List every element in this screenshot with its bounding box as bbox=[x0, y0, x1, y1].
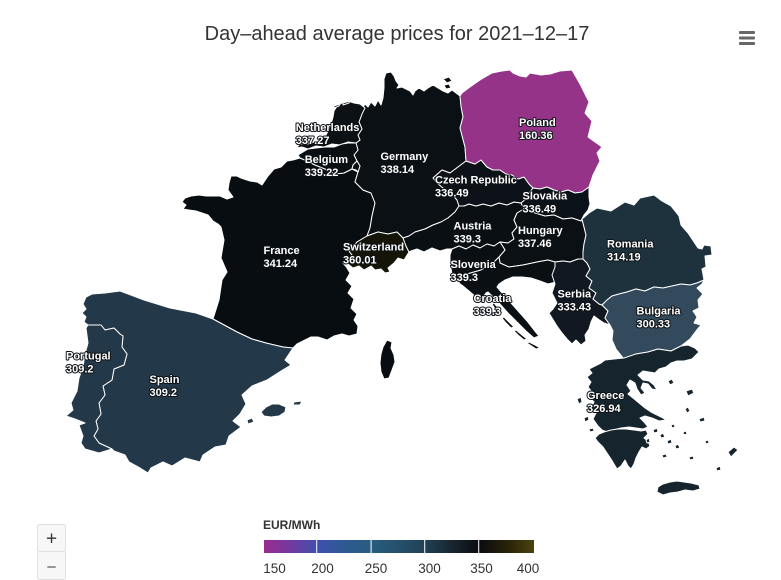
svg-text:333.43: 333.43 bbox=[558, 302, 592, 314]
svg-text:Serbia: Serbia bbox=[558, 289, 593, 301]
svg-text:Belgium: Belgium bbox=[305, 154, 349, 166]
svg-text:337.27: 337.27 bbox=[296, 135, 330, 147]
svg-text:200: 200 bbox=[311, 561, 334, 576]
svg-text:Slovakia: Slovakia bbox=[523, 191, 569, 203]
svg-text:339.3: 339.3 bbox=[454, 234, 482, 246]
svg-text:336.49: 336.49 bbox=[523, 204, 557, 216]
svg-text:Switzerland: Switzerland bbox=[343, 242, 404, 254]
svg-text:Croatia: Croatia bbox=[474, 293, 513, 305]
svg-text:Portugal: Portugal bbox=[66, 351, 111, 363]
svg-text:309.2: 309.2 bbox=[66, 364, 94, 376]
svg-text:339.22: 339.22 bbox=[305, 167, 339, 179]
svg-text:309.2: 309.2 bbox=[150, 387, 178, 399]
svg-text:EUR/MWh: EUR/MWh bbox=[263, 518, 320, 532]
svg-text:Day–ahead average prices for 2: Day–ahead average prices for 2021–12–17 bbox=[205, 23, 590, 45]
svg-text:300.33: 300.33 bbox=[637, 319, 671, 331]
svg-text:Austria: Austria bbox=[454, 221, 493, 233]
svg-text:Bulgaria: Bulgaria bbox=[637, 306, 682, 318]
svg-text:338.14: 338.14 bbox=[381, 164, 416, 176]
svg-text:150: 150 bbox=[263, 561, 286, 576]
svg-text:Spain: Spain bbox=[150, 374, 180, 386]
svg-text:360.01: 360.01 bbox=[343, 255, 377, 267]
svg-text:314.19: 314.19 bbox=[607, 252, 641, 264]
svg-text:Slovenia: Slovenia bbox=[451, 259, 497, 271]
svg-text:France: France bbox=[264, 245, 300, 257]
svg-text:Germany: Germany bbox=[381, 151, 430, 163]
svg-text:350: 350 bbox=[470, 561, 493, 576]
svg-text:300: 300 bbox=[418, 561, 441, 576]
svg-text:336.49: 336.49 bbox=[435, 188, 469, 200]
svg-text:Hungary: Hungary bbox=[518, 225, 564, 237]
svg-text:Greece: Greece bbox=[587, 390, 624, 402]
svg-text:+: + bbox=[46, 529, 57, 550]
svg-text:400: 400 bbox=[517, 561, 540, 576]
svg-text:Romania: Romania bbox=[607, 239, 654, 251]
svg-text:339.3: 339.3 bbox=[451, 272, 479, 284]
svg-text:160.36: 160.36 bbox=[519, 130, 553, 142]
svg-text:–: – bbox=[47, 558, 56, 575]
svg-text:326.94: 326.94 bbox=[587, 403, 622, 415]
svg-text:250: 250 bbox=[365, 561, 388, 576]
svg-text:341.24: 341.24 bbox=[264, 258, 299, 270]
svg-text:337.46: 337.46 bbox=[518, 238, 552, 250]
svg-text:Czech Republic: Czech Republic bbox=[435, 175, 517, 187]
svg-text:339.3: 339.3 bbox=[474, 306, 502, 318]
svg-text:Poland: Poland bbox=[519, 117, 556, 129]
svg-text:Netherlands: Netherlands bbox=[296, 122, 360, 134]
